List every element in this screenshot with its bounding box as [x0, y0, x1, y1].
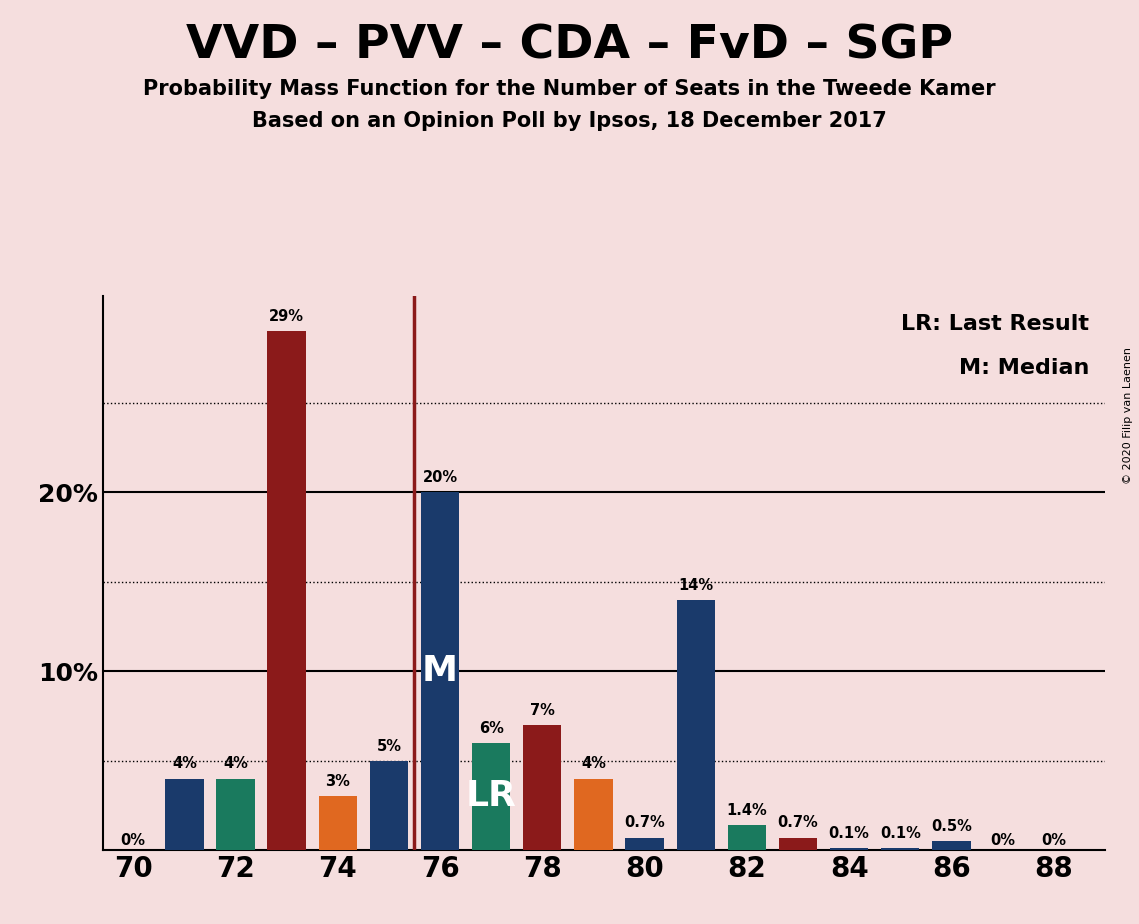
Text: 0.7%: 0.7%	[624, 815, 665, 831]
Bar	[677, 600, 715, 850]
Text: 1.4%: 1.4%	[727, 803, 768, 818]
Text: Probability Mass Function for the Number of Seats in the Tweede Kamer: Probability Mass Function for the Number…	[144, 79, 995, 99]
Text: M: M	[423, 654, 458, 688]
Text: 0%: 0%	[121, 833, 146, 848]
Bar	[625, 837, 664, 850]
Text: © 2020 Filip van Laenen: © 2020 Filip van Laenen	[1123, 347, 1133, 484]
Bar	[830, 848, 868, 850]
Text: 4%: 4%	[223, 757, 248, 772]
Bar	[165, 779, 204, 850]
Bar	[574, 779, 613, 850]
Bar	[370, 760, 408, 850]
Bar	[319, 796, 357, 850]
Bar	[523, 725, 562, 850]
Text: M: Median: M: Median	[959, 359, 1090, 378]
Text: Based on an Opinion Poll by Ipsos, 18 December 2017: Based on an Opinion Poll by Ipsos, 18 De…	[252, 111, 887, 131]
Text: 20%: 20%	[423, 470, 458, 485]
Text: 14%: 14%	[678, 578, 713, 592]
Text: 6%: 6%	[478, 721, 503, 736]
Text: 0.7%: 0.7%	[778, 815, 819, 831]
Bar	[882, 848, 919, 850]
Bar	[216, 779, 255, 850]
Text: 0%: 0%	[1041, 833, 1066, 848]
Bar	[728, 825, 767, 850]
Bar	[420, 492, 459, 850]
Text: LR: LR	[466, 780, 517, 813]
Text: 0%: 0%	[990, 833, 1015, 848]
Text: 5%: 5%	[376, 738, 401, 753]
Text: 0.1%: 0.1%	[879, 826, 920, 841]
Text: 3%: 3%	[326, 774, 350, 789]
Text: LR: Last Result: LR: Last Result	[901, 313, 1090, 334]
Text: 0.5%: 0.5%	[931, 819, 972, 834]
Bar	[268, 332, 305, 850]
Text: 7%: 7%	[530, 703, 555, 718]
Text: 4%: 4%	[581, 757, 606, 772]
Text: 4%: 4%	[172, 757, 197, 772]
Bar	[932, 841, 970, 850]
Bar	[472, 743, 510, 850]
Bar	[779, 837, 817, 850]
Text: 29%: 29%	[269, 310, 304, 324]
Text: VVD – PVV – CDA – FvD – SGP: VVD – PVV – CDA – FvD – SGP	[186, 23, 953, 68]
Text: 0.1%: 0.1%	[829, 826, 869, 841]
